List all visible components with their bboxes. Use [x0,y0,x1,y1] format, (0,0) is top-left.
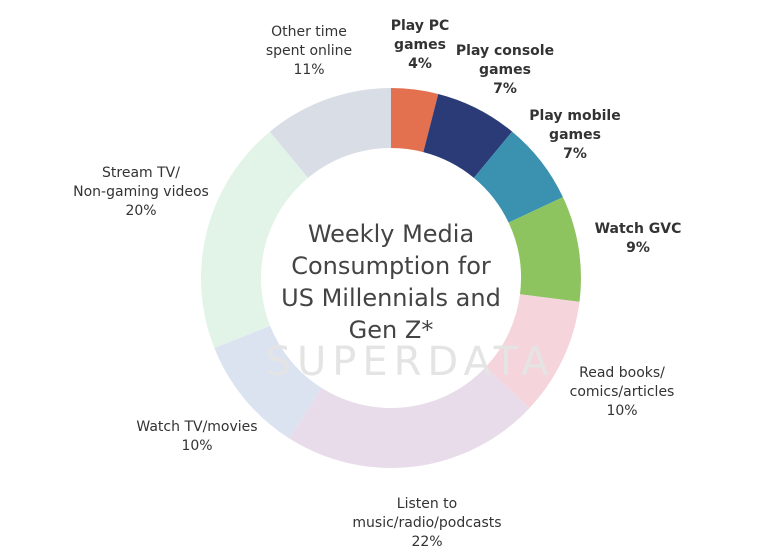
slice-label: Play console games [456,43,554,78]
value-label: 7% [493,81,517,97]
slice-label: Read books/comics/articles [570,365,675,400]
slice-label: Play mobile games [529,108,620,143]
donut-slice [289,366,530,468]
value-label: 22% [411,534,442,550]
watermark: SUPERDATA [266,339,555,385]
donut-slice [485,294,580,409]
donut-slice [508,197,582,302]
donut-slice [423,93,513,178]
value-label: 7% [563,146,587,162]
slice-label: Other time spent online [266,24,352,59]
slice-label: Listen to music/radio/podcasts [352,496,501,531]
donut-slice [269,88,391,178]
value-label: 4% [408,56,432,72]
value-label: 10% [606,403,637,419]
chart-title: Weekly Media Consumption for US Millennial… [281,220,501,344]
slice-label: Watch TV/movies [136,419,257,435]
donut-slice [200,131,309,348]
value-label: 11% [293,62,324,78]
value-label: 9% [626,240,650,256]
value-label: 20% [125,203,156,219]
slice-label: Watch GVC [595,221,682,237]
donut-slice [473,131,563,223]
donut-slice [391,88,439,153]
donut-slice [214,325,322,439]
slice-label: Play PC games [391,18,450,53]
slice-label: Stream TV/Non-gaming videos [73,165,209,200]
value-label: 10% [181,438,212,454]
